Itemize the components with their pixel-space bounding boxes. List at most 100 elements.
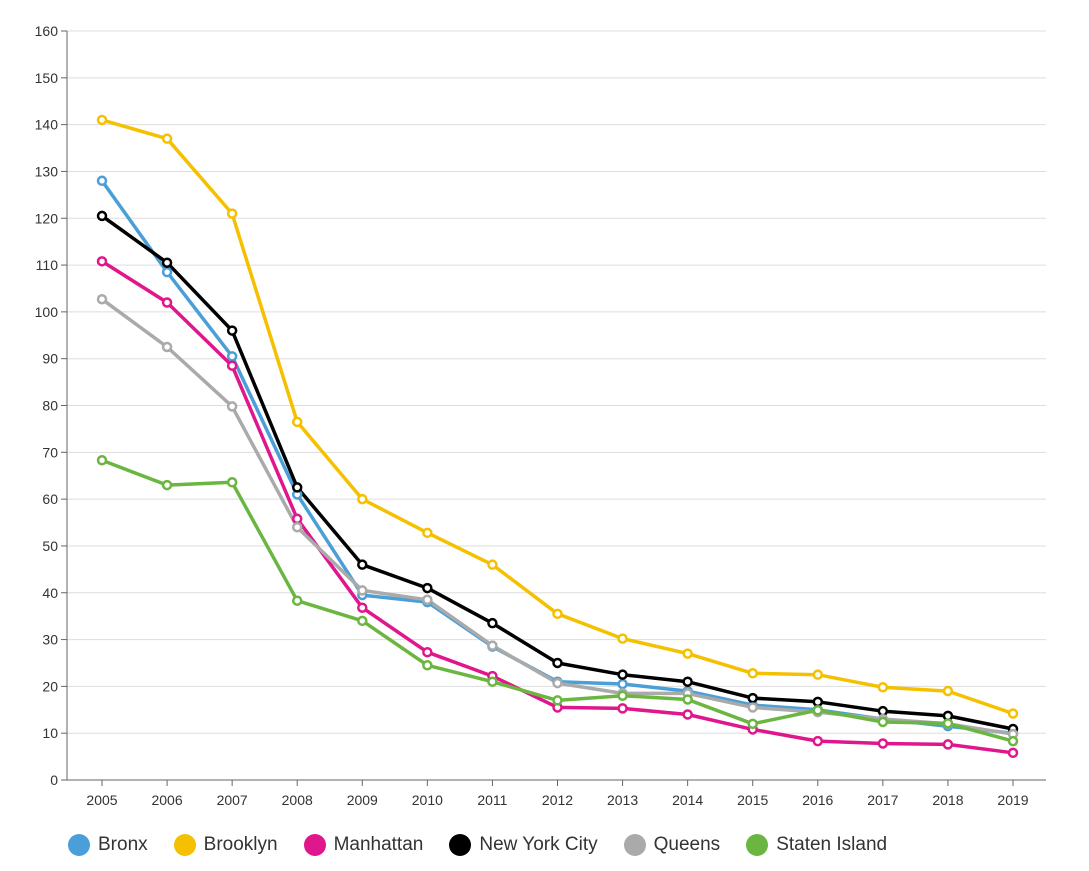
x-tick-label: 2005 (86, 792, 117, 808)
data-point[interactable] (357, 585, 368, 596)
data-point[interactable] (357, 602, 368, 613)
data-point[interactable] (161, 341, 173, 353)
y-tick-label: 30 (42, 632, 58, 648)
y-tick-label: 0 (50, 772, 58, 788)
data-point[interactable] (357, 493, 368, 505)
data-point[interactable] (226, 477, 238, 488)
data-point[interactable] (161, 266, 173, 278)
data-point[interactable] (812, 735, 824, 747)
data-point[interactable] (161, 133, 173, 144)
legend-swatch (173, 834, 196, 856)
data-point[interactable] (617, 633, 628, 644)
data-point[interactable] (226, 325, 238, 336)
data-point[interactable] (877, 682, 889, 693)
data-point[interactable] (96, 114, 108, 126)
data-point[interactable] (747, 668, 758, 679)
data-point[interactable] (291, 595, 303, 606)
data-point[interactable] (96, 210, 108, 222)
data-point[interactable] (291, 482, 303, 493)
y-tick-label: 10 (42, 725, 58, 741)
data-point[interactable] (357, 559, 368, 570)
x-tick-label: 2016 (802, 792, 833, 808)
data-point[interactable] (812, 704, 824, 716)
data-point[interactable] (422, 660, 433, 671)
data-point[interactable] (747, 692, 758, 704)
data-points (96, 114, 1019, 759)
data-point[interactable] (226, 351, 238, 362)
data-point[interactable] (96, 455, 108, 466)
data-point[interactable] (682, 676, 693, 687)
data-point[interactable] (161, 257, 173, 268)
y-tick-label: 90 (42, 351, 58, 367)
x-tick-label: 2009 (347, 792, 378, 808)
legend-item[interactable]: Queens (623, 834, 720, 856)
data-point[interactable] (747, 718, 758, 730)
data-point[interactable] (226, 401, 238, 412)
data-point[interactable] (942, 718, 954, 729)
data-point[interactable] (942, 739, 954, 750)
data-point[interactable] (422, 527, 433, 539)
data-point[interactable] (291, 513, 303, 525)
legend-item[interactable]: Bronx (68, 834, 148, 856)
legend-label: Manhattan (333, 834, 424, 855)
series-line (100, 214, 1015, 731)
legend-item[interactable]: New York City (449, 834, 598, 856)
x-tick-label: 2008 (282, 792, 313, 808)
data-point[interactable] (422, 594, 433, 606)
data-point[interactable] (357, 615, 368, 627)
x-tick-label: 2007 (217, 792, 248, 808)
data-point[interactable] (291, 416, 303, 428)
data-point[interactable] (422, 582, 433, 594)
data-point[interactable] (487, 559, 498, 570)
data-point[interactable] (161, 479, 173, 491)
data-point[interactable] (877, 716, 889, 728)
y-tick-label: 50 (42, 538, 58, 554)
data-point[interactable] (682, 648, 693, 659)
data-point[interactable] (877, 738, 889, 749)
data-point[interactable] (617, 678, 628, 690)
data-point[interactable] (552, 608, 563, 620)
legend-label: Bronx (98, 834, 148, 855)
data-point[interactable] (617, 703, 628, 714)
y-tick-label: 60 (42, 491, 58, 507)
data-point[interactable] (291, 521, 303, 533)
legend-item[interactable]: Staten Island (746, 834, 887, 856)
data-point[interactable] (552, 657, 563, 669)
legend-label: New York City (479, 834, 598, 855)
data-point[interactable] (812, 696, 824, 708)
data-point[interactable] (226, 208, 238, 219)
data-point[interactable] (487, 676, 498, 687)
x-tick-label: 2017 (867, 792, 898, 808)
data-point[interactable] (96, 175, 108, 187)
legend-item[interactable]: Brooklyn (173, 834, 278, 856)
y-tick-label: 70 (42, 444, 58, 460)
data-point[interactable] (682, 709, 693, 720)
data-point[interactable] (161, 297, 173, 308)
data-point[interactable] (1007, 708, 1019, 719)
legend-swatch (449, 834, 472, 856)
data-point[interactable] (942, 685, 954, 697)
data-point[interactable] (487, 617, 498, 629)
data-point[interactable] (552, 677, 563, 689)
data-point[interactable] (1007, 747, 1019, 759)
y-tick-label: 80 (42, 398, 58, 414)
data-point[interactable] (747, 702, 758, 713)
data-point[interactable] (96, 293, 108, 305)
data-point[interactable] (682, 694, 693, 705)
y-tick-label: 140 (35, 117, 59, 133)
x-tick-label: 2015 (737, 792, 768, 808)
data-point[interactable] (96, 256, 108, 267)
data-point[interactable] (812, 669, 824, 680)
data-point[interactable] (487, 640, 498, 651)
data-point[interactable] (617, 690, 628, 701)
legend-item[interactable]: Manhattan (303, 834, 424, 856)
data-point[interactable] (226, 360, 238, 371)
x-tick-label: 2012 (542, 792, 573, 808)
data-point[interactable] (552, 695, 563, 706)
legend-label: Brooklyn (203, 834, 278, 855)
y-tick-label: 100 (35, 304, 59, 320)
data-point[interactable] (422, 646, 433, 658)
data-point[interactable] (1007, 735, 1019, 747)
data-point[interactable] (617, 669, 628, 680)
